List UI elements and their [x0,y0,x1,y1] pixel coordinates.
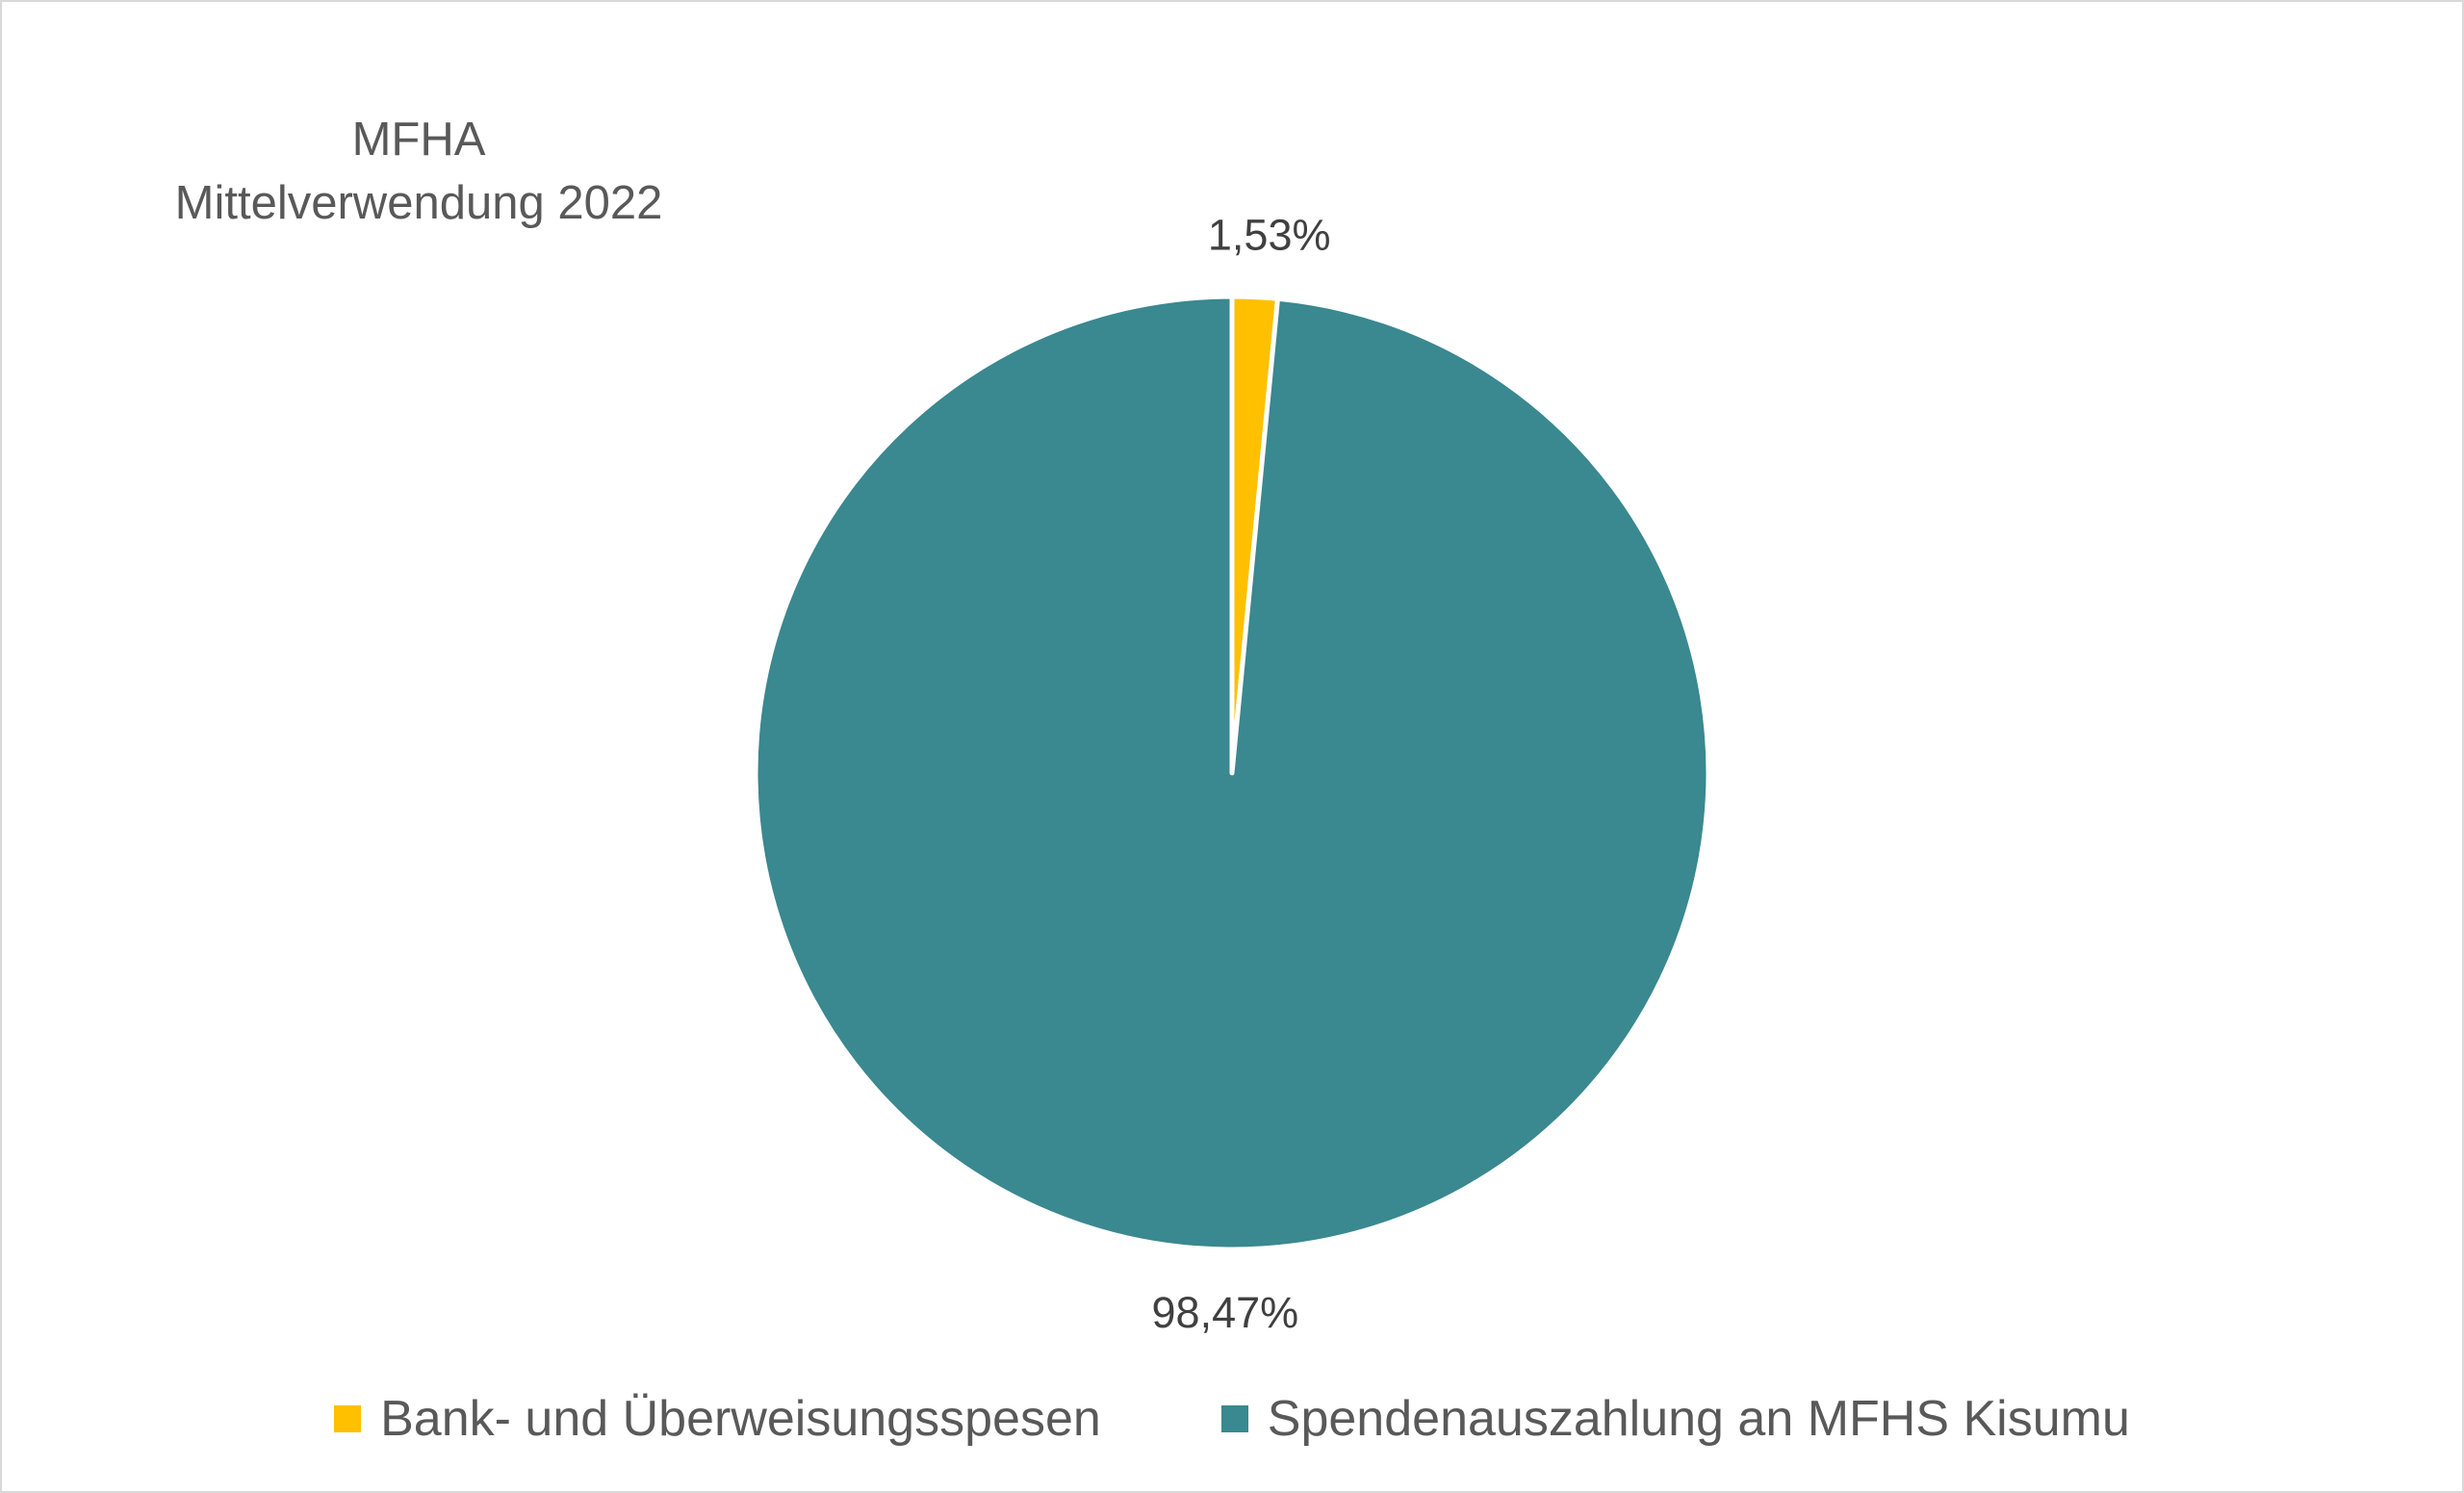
legend-item-bank-fees: Bank- und Überweisungsspesen [334,1386,1101,1452]
chart-title-line-2: Mittelverwendung 2022 [174,177,663,229]
data-label-donation-payout: 98,47% [1152,1288,1299,1337]
legend-label-donation-payout: Spendenauszahlung an MFHS Kisumu [1267,1391,2130,1447]
pie-data-labels: 1,53% 98,47% [1152,211,1331,1338]
chart-title-line-1: MFHA [351,114,486,166]
legend-swatch-donation-payout [1220,1405,1248,1432]
pie-slice-donation-payout [753,294,1711,1252]
chart-title: MFHA Mittelverwendung 2022 [106,108,732,235]
legend: Bank- und Überweisungsspesen Spendenausz… [0,1386,2464,1452]
pie-slices [753,294,1711,1252]
data-label-bank-fees: 1,53% [1208,211,1331,260]
legend-item-donation-payout: Spendenauszahlung an MFHS Kisumu [1220,1386,2130,1452]
legend-swatch-bank-fees [334,1405,362,1432]
legend-label-bank-fees: Bank- und Überweisungsspesen [380,1391,1101,1447]
